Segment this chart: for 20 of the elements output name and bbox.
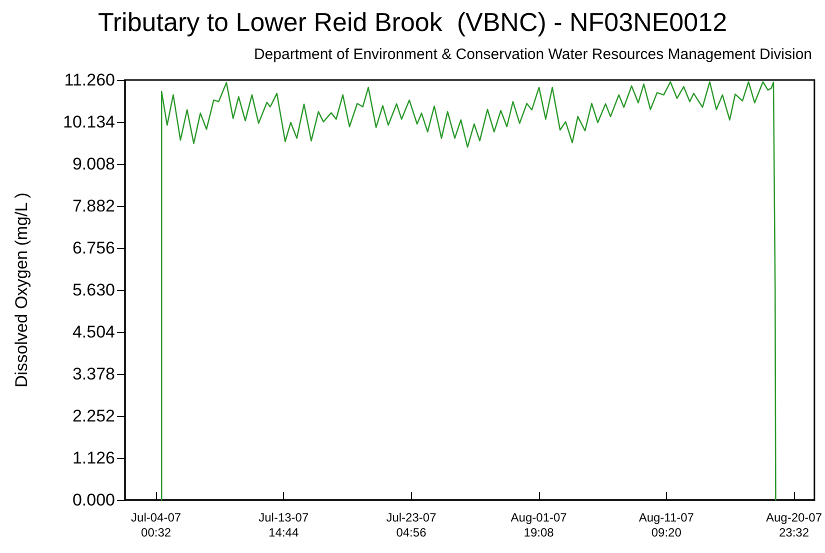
y-tick-label: 3.378 [72,364,115,384]
x-tick-label: Aug-11-07 09:20 [638,510,694,540]
x-tick-label: Aug-20-07 23:32 [766,510,822,540]
y-tick-label: 2.252 [72,406,115,426]
y-axis-title: Dissolved Oxygen (mg/L ) [12,192,31,388]
chart-title: Tributary to Lower Reid Brook (VBNC) - NF03NE0012 [98,7,728,37]
x-tick-label: Jul-23-07 04:56 [386,510,437,540]
y-tick-label: 10.134 [63,112,115,132]
y-tick-label: 11.260 [64,70,115,90]
y-tick-label: 9.008 [72,154,115,174]
y-tick-label: 6.756 [72,238,115,258]
y-tick-label: 7.882 [72,196,115,216]
x-tick-label: Aug-01-07 19:08 [510,510,568,540]
x-tick-label: Jul-13-07 14:44 [258,510,309,540]
y-tick-label: 1.126 [72,448,115,468]
y-tick-label: 5.630 [72,280,115,300]
chart-subtitle: Department of Environment & Conservation Water Resources Management Division [254,46,812,63]
x-tick-label: Jul-04-07 00:32 [131,510,182,540]
y-tick-label: 4.504 [72,322,115,342]
y-tick-label: 0.000 [72,490,115,510]
